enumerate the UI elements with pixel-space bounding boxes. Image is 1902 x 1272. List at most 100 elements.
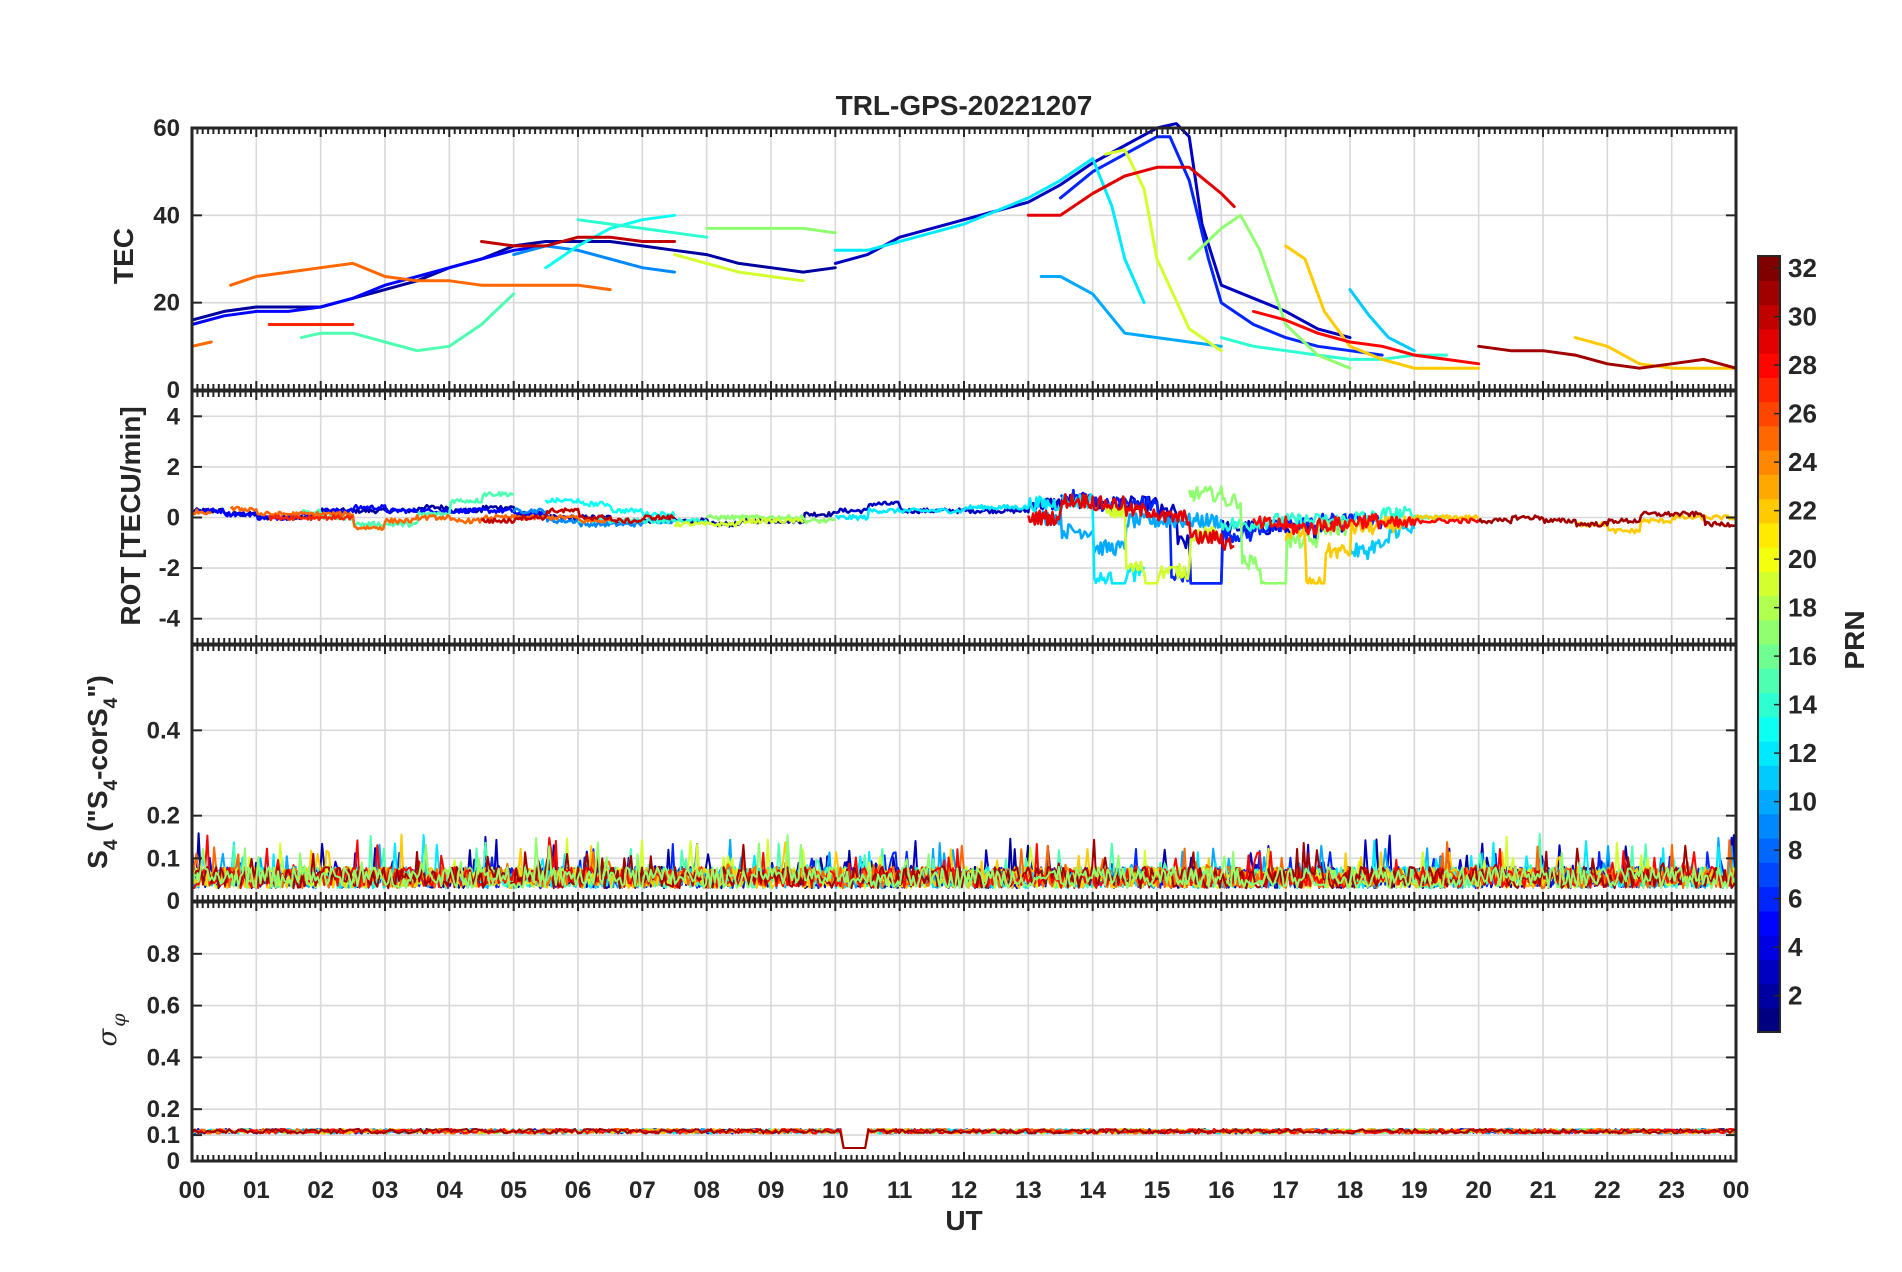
colorbar-tick-label: 26	[1788, 399, 1817, 429]
s4-series-line	[191, 833, 1737, 890]
x-tick-label: 04	[436, 1177, 463, 1204]
panel-data	[190, 122, 1738, 370]
colorbar-tick-label: 2	[1788, 981, 1802, 1011]
panel-data	[191, 832, 1737, 890]
y-tick-label: 0	[167, 505, 180, 532]
colorbar-segment	[1758, 280, 1780, 306]
x-tick-label: 06	[565, 1177, 592, 1204]
rot-series-line	[835, 493, 1146, 585]
colorbar-tick-label: 12	[1788, 738, 1817, 768]
x-tick-label: 01	[243, 1177, 270, 1204]
colorbar-tick-label: 16	[1788, 641, 1817, 671]
colorbar-segment	[1758, 862, 1780, 888]
colorbar-segment	[1758, 498, 1780, 524]
colorbar-segment	[1758, 304, 1780, 330]
s4-ylabel-part: -corS	[82, 708, 113, 780]
rot-series-line	[673, 517, 805, 528]
colorbar-tick-label: 20	[1788, 544, 1817, 574]
tec-series-line	[576, 218, 709, 239]
rot-series-line	[229, 505, 611, 532]
x-tick-label: 15	[1144, 1177, 1171, 1204]
x-tick-label: 13	[1015, 1177, 1042, 1204]
s4-ylabel: S4 ("S4-corS4")	[82, 675, 122, 869]
s4-ylabel-sub: 4	[101, 697, 122, 708]
colorbar-segment	[1758, 838, 1780, 863]
tec-series-line	[833, 157, 1146, 305]
tec-series-line	[1219, 336, 1448, 361]
sigma-phi-panel: 00.10.2 0.4 0.6 0.8 00 01 02 03 04 05 06 07 08 09 10 11…	[147, 900, 1750, 1204]
s4-ylabel-part: ")	[82, 675, 113, 698]
x-axis-label: UT	[945, 1205, 982, 1236]
x-tick-label: 16	[1208, 1177, 1235, 1204]
panel-data	[190, 485, 1737, 585]
rot-series-line	[190, 508, 212, 516]
rot-series-line	[191, 503, 547, 521]
colorbar-segment	[1758, 571, 1780, 597]
s4-panel: 0 0.1 0.2 0.4	[147, 643, 1738, 915]
colorbar-segment	[1758, 328, 1780, 354]
colorbar-tick-label: 10	[1788, 787, 1817, 817]
tec-panel: 0 20 40 60	[153, 115, 1738, 404]
colorbar-segment	[1758, 886, 1780, 912]
colorbar-tick-label: 18	[1788, 593, 1817, 623]
rot-series-line	[1252, 512, 1480, 536]
tec-series-line	[705, 226, 837, 235]
rot-ylabel: ROT [TECU/min]	[115, 406, 146, 625]
rot-series-line	[1039, 509, 1223, 557]
panel-frame	[190, 900, 1738, 1163]
x-tick-label: 21	[1530, 1177, 1557, 1204]
y-tick-label: 0.4	[147, 717, 181, 744]
colorbar-segment	[1758, 619, 1780, 645]
y-tick-label: 0.4	[147, 1044, 181, 1071]
colorbar-segment	[1758, 474, 1780, 500]
y-tick-label: 40	[153, 202, 180, 229]
tec-series-line	[480, 235, 676, 248]
s4-ylabel-sub: 4	[101, 839, 122, 850]
x-tick-label: 14	[1079, 1177, 1106, 1204]
s4-ylabel-sub: 4	[101, 780, 122, 791]
y-tick-label: 4	[167, 403, 181, 430]
x-tick-label: 07	[629, 1177, 656, 1204]
y-tick-label: 0.2	[147, 1096, 180, 1123]
colorbar-segment	[1758, 377, 1780, 403]
x-tick-label: 00	[179, 1177, 206, 1204]
colorbar-segment	[1758, 741, 1780, 766]
rot-series-line	[1477, 510, 1737, 528]
y-tick-label: 20	[153, 290, 180, 317]
colorbar-segment	[1758, 353, 1780, 378]
x-tick-label: 20	[1465, 1177, 1492, 1204]
colorbar-tick-label: 22	[1788, 496, 1817, 526]
colorbar-segment	[1758, 765, 1780, 791]
colorbar-tick-label: 24	[1788, 447, 1817, 477]
tec-series-line	[1039, 275, 1223, 348]
colorbar-tick-label: 32	[1788, 253, 1817, 283]
colorbar-tick-label: 4	[1788, 932, 1803, 962]
tec-series-line	[833, 122, 1352, 340]
tec-series-line	[1104, 148, 1223, 353]
colorbar-segment	[1758, 668, 1780, 694]
colorbar-segment	[1758, 425, 1780, 451]
colorbar-segment	[1758, 813, 1780, 839]
colorbar-segment	[1758, 910, 1780, 936]
sigma-phi-ylabel: σφ	[93, 1013, 130, 1047]
tec-series-line	[1026, 165, 1236, 217]
colorbar-segment	[1758, 522, 1780, 548]
tec-series-line	[190, 244, 548, 326]
tec-series-line	[1284, 244, 1481, 370]
rot-series-line	[1027, 493, 1235, 551]
rot-series-line	[1348, 522, 1416, 561]
colorbar-segment	[1758, 983, 1780, 1009]
tec-series-line	[1059, 135, 1384, 357]
rot-series-line	[544, 497, 676, 518]
y-tick-label: 60	[153, 115, 180, 142]
tec-series-line	[229, 261, 612, 292]
x-tick-label: 11	[887, 1177, 912, 1204]
colorbar-segment	[1758, 450, 1780, 475]
rot-series-line	[480, 507, 676, 525]
x-tick-label: 00	[1723, 1177, 1750, 1204]
x-tick-label: 09	[758, 1177, 785, 1204]
y-tick-label: 2	[167, 454, 180, 481]
s4-ylabel-part: S	[82, 850, 113, 869]
colorbar-segment	[1758, 644, 1780, 669]
